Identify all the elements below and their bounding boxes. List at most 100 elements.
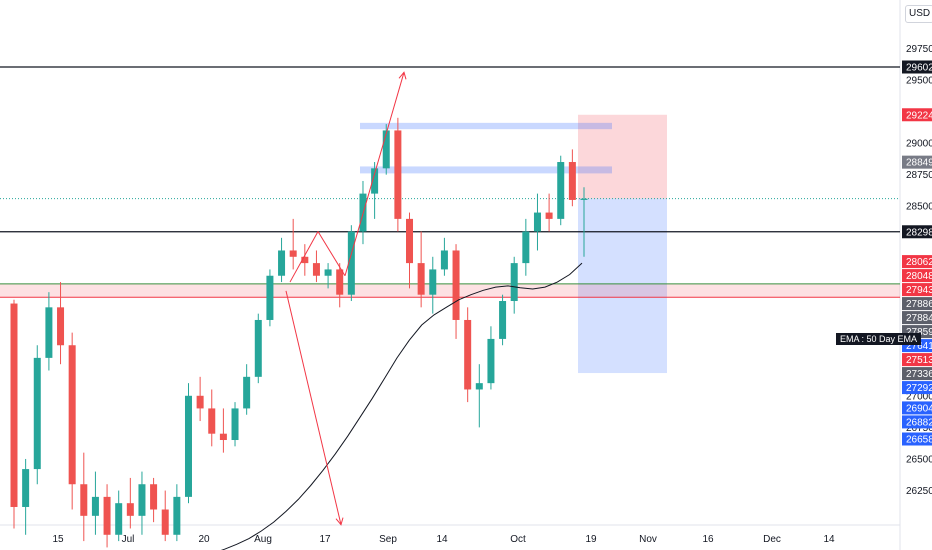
candle-body — [266, 275, 274, 320]
x-tick-label: 17 — [319, 534, 331, 545]
price-tag-label: 28048 — [906, 271, 932, 282]
price-tag-label: 27884 — [906, 313, 932, 324]
x-tick-label: Aug — [254, 534, 272, 545]
candle-body — [394, 130, 402, 219]
price-tag-bg — [902, 353, 932, 367]
ema-line — [220, 262, 583, 550]
candle-body — [557, 162, 565, 219]
price-tag-label: 28298 — [906, 227, 932, 238]
candle-body — [103, 496, 111, 535]
drawing-arrow-line — [289, 231, 319, 283]
price-tag-label: 26882 — [906, 417, 932, 428]
price-tag-label: 27336 — [906, 369, 932, 380]
candle-body — [568, 162, 576, 200]
price-tag-label: 29224 — [906, 110, 932, 121]
candle-body — [231, 408, 239, 441]
x-tick-label: 15 — [52, 534, 64, 545]
candle-body — [219, 433, 227, 441]
candle-body — [126, 503, 134, 516]
candle-body — [487, 338, 495, 384]
price-tag-bg — [902, 381, 932, 395]
candle-body — [452, 250, 460, 320]
price-tag-bg — [902, 283, 932, 297]
candle-body — [580, 198, 588, 200]
candle-body — [80, 484, 88, 516]
price-tag-label: 29602 — [906, 63, 932, 74]
candle-body — [382, 130, 390, 169]
x-tick-label: Oct — [510, 534, 526, 545]
candle-body — [208, 408, 216, 434]
price-tag-bg — [902, 311, 932, 325]
price-tag-label: 26658 — [906, 435, 932, 446]
candle-body — [254, 319, 262, 377]
x-tick-label: 14 — [823, 534, 835, 545]
resistance-box — [360, 166, 612, 174]
candle-body — [406, 218, 414, 264]
candle-body — [301, 256, 309, 264]
price-tag-bg — [902, 60, 932, 74]
candle-body — [196, 395, 204, 409]
candle-body — [347, 231, 355, 295]
ema-legend-label: EMA : 50 Day EMA — [836, 333, 922, 345]
price-tag-bg — [902, 432, 932, 446]
price-tag-label: 27886 — [906, 299, 932, 310]
candle-body — [545, 212, 553, 219]
x-tick-label: 20 — [198, 534, 210, 545]
y-tick-label: 26250 — [906, 486, 932, 497]
y-tick-label: 29750 — [906, 44, 932, 55]
candle-body — [184, 395, 192, 497]
candle-body — [45, 307, 53, 358]
drawing-arrow-line — [344, 72, 405, 276]
price-tag-bg — [902, 108, 932, 122]
drawing-arrow-head — [335, 517, 344, 526]
candle-body — [324, 269, 332, 276]
candle-body — [173, 496, 181, 535]
candle-body — [243, 376, 251, 409]
y-tick-label: 26500 — [906, 454, 932, 465]
x-tick-label: Sep — [379, 534, 397, 545]
candle-body — [533, 212, 541, 232]
price-tag-bg — [902, 297, 932, 311]
y-tick-label: 29500 — [906, 75, 932, 86]
candle-body — [475, 383, 483, 390]
price-tag-label: 27859 — [906, 327, 932, 338]
support-zone — [0, 283, 900, 298]
candle-body — [440, 250, 448, 270]
price-tag-bg — [902, 269, 932, 283]
price-tag-bg — [902, 255, 932, 269]
price-tag-label: 26904 — [906, 403, 932, 414]
price-tag-label: 27292 — [906, 383, 932, 394]
price-tag-label: 28062 — [906, 257, 932, 268]
candle-body — [33, 357, 41, 470]
x-tick-label: Nov — [639, 534, 657, 545]
candle-body — [91, 496, 99, 516]
trade-target-zone — [578, 198, 667, 374]
currency-label[interactable]: USD — [905, 5, 932, 23]
candle-body — [371, 168, 379, 194]
x-tick-label: 14 — [436, 534, 448, 545]
y-tick-label: 28500 — [906, 202, 932, 213]
y-tick-label: 28750 — [906, 170, 932, 181]
price-tag-label: 27943 — [906, 285, 932, 296]
price-tag-bg — [902, 155, 932, 169]
candle-body — [289, 250, 297, 257]
candle-body — [278, 250, 286, 276]
y-tick-label: 27000 — [906, 391, 932, 402]
candle-body — [57, 307, 65, 346]
price-tag-label: 27513 — [906, 355, 932, 366]
resistance-box — [360, 122, 612, 130]
candle-body — [417, 263, 425, 295]
price-tag-bg — [902, 401, 932, 415]
x-tick-label: 19 — [585, 534, 597, 545]
candle-body — [429, 269, 437, 295]
price-tag-label: 28849 — [906, 158, 932, 169]
candle-body — [312, 263, 320, 276]
price-tag-bg — [902, 415, 932, 429]
x-tick-label: Jul — [122, 534, 135, 545]
candle-body — [464, 319, 472, 390]
candle-body — [499, 301, 507, 339]
trade-stop-zone — [578, 114, 667, 199]
x-tick-label: Dec — [763, 534, 781, 545]
price-tag-bg — [902, 225, 932, 239]
